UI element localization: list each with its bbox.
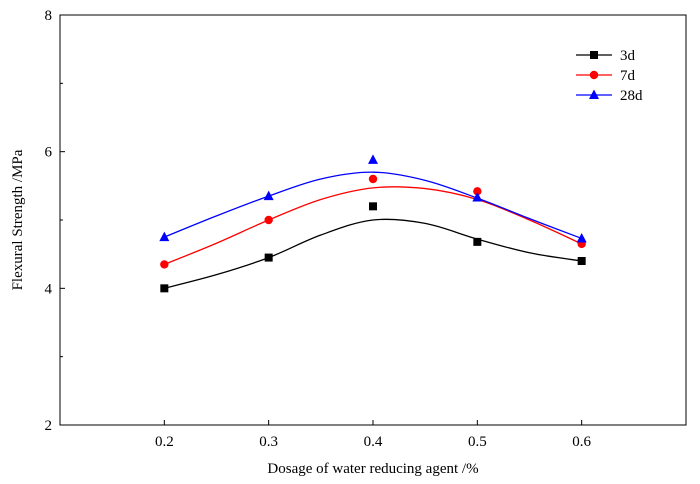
data-point-28d <box>368 154 378 164</box>
x-tick-label: 0.2 <box>155 434 174 450</box>
data-point-3d <box>264 253 273 262</box>
data-point-7d <box>264 215 273 225</box>
data-point-28d <box>576 232 587 243</box>
legend-marker-7d <box>589 70 599 80</box>
y-axis-label: Flexural Strength /MPa <box>10 149 26 290</box>
legend-marker-28d <box>589 89 599 99</box>
series-markers <box>159 154 587 293</box>
data-point-28d <box>472 191 483 202</box>
data-point-28d <box>159 231 170 242</box>
legend-label-28d: 28d <box>620 88 643 104</box>
data-point-28d <box>263 190 274 201</box>
y-axis: 2 4 6 8 <box>45 8 65 434</box>
series-line-28d <box>164 171 582 240</box>
x-axis-label: Dosage of water reducing agent /% <box>267 461 478 477</box>
series-line-3d <box>164 218 582 289</box>
y-tick-label: 4 <box>45 281 53 297</box>
data-point-7d <box>160 260 169 269</box>
x-tick-label: 0.3 <box>259 434 278 450</box>
data-point-3d <box>160 284 169 293</box>
y-tick-label: 8 <box>45 8 53 24</box>
legend: 3d 7d 28d <box>576 48 643 104</box>
y-tick-label: 6 <box>45 145 53 161</box>
y-tick-label: 2 <box>45 418 53 434</box>
legend-label-3d: 3d <box>620 48 636 64</box>
x-tick-label: 0.5 <box>468 434 487 450</box>
x-axis: 0.2 0.3 0.4 0.5 0.6 <box>155 420 592 450</box>
data-point-3d <box>369 202 377 211</box>
data-point-7d <box>473 187 482 196</box>
series-curves <box>164 171 582 289</box>
x-tick-label: 0.6 <box>572 434 591 450</box>
legend-label-7d: 7d <box>620 68 636 84</box>
series-line-7d <box>164 186 582 266</box>
data-point-3d <box>473 237 482 246</box>
legend-marker-3d <box>590 51 598 59</box>
data-point-3d <box>577 257 586 265</box>
x-tick-label: 0.4 <box>364 434 383 450</box>
data-point-7d <box>368 174 378 184</box>
